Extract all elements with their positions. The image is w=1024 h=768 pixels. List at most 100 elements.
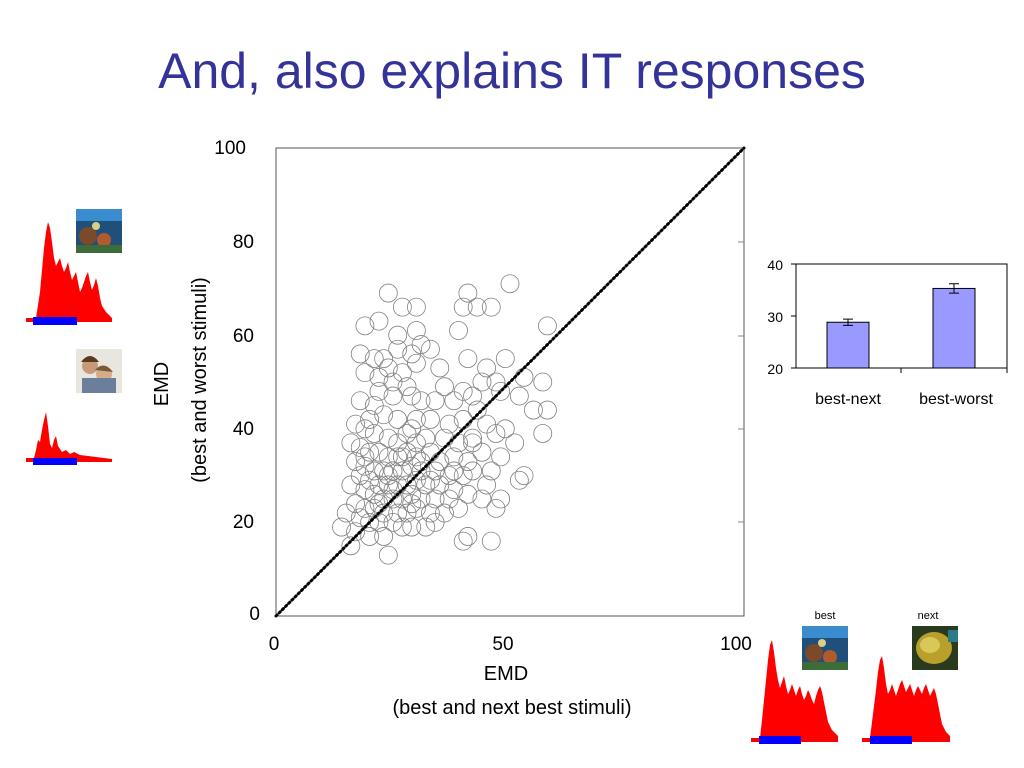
scatter-point bbox=[486, 424, 506, 443]
scatter-point bbox=[364, 424, 384, 443]
scatter-point bbox=[350, 391, 370, 411]
scatter-point bbox=[406, 410, 426, 429]
scatter-point bbox=[514, 466, 534, 486]
scatter-point bbox=[383, 386, 403, 406]
histogram-red-trace bbox=[751, 640, 838, 742]
x-tick-label: 100 bbox=[720, 634, 752, 655]
scatter-point bbox=[463, 433, 482, 453]
scatter-point bbox=[374, 405, 394, 425]
error-bar bbox=[949, 283, 959, 294]
scatter-point bbox=[453, 531, 473, 551]
scatter-point bbox=[444, 480, 464, 500]
scatter-point bbox=[369, 367, 389, 387]
scatter-point bbox=[397, 442, 417, 462]
y-tick-label: 100 bbox=[214, 138, 246, 159]
scatter-point bbox=[364, 484, 384, 504]
scatter-point bbox=[402, 494, 422, 514]
scatter-point bbox=[421, 470, 440, 490]
scatter-point bbox=[383, 489, 403, 509]
y-tick-label: 60 bbox=[233, 326, 254, 347]
scatter-point bbox=[392, 447, 412, 467]
scatter-point bbox=[463, 428, 482, 448]
scatter-point bbox=[444, 391, 464, 411]
scatter-point bbox=[472, 372, 492, 392]
scatter-point bbox=[491, 489, 511, 509]
scatter-point bbox=[505, 433, 525, 453]
scatter-point bbox=[383, 461, 403, 481]
scatter-point bbox=[514, 367, 534, 387]
scatter-point bbox=[481, 297, 501, 317]
scatter-point bbox=[332, 517, 351, 537]
scatter-point bbox=[360, 470, 380, 490]
scatter-point bbox=[346, 414, 365, 434]
bar bbox=[826, 321, 870, 369]
scatter-point bbox=[538, 316, 557, 336]
scatter-point bbox=[509, 386, 529, 406]
scatter-point bbox=[533, 372, 553, 392]
scatter-point bbox=[402, 517, 422, 537]
scatter-point bbox=[402, 419, 422, 439]
scatter-point bbox=[397, 475, 417, 495]
scatter-point bbox=[449, 498, 468, 518]
scatter-point bbox=[360, 410, 380, 429]
scatter-point bbox=[360, 513, 380, 532]
bar bbox=[932, 287, 976, 369]
scatter-point bbox=[425, 391, 445, 411]
scatter-point bbox=[378, 475, 398, 495]
scatter-point bbox=[435, 377, 454, 397]
scatter-point bbox=[458, 527, 478, 546]
coral-reef-photo bbox=[802, 626, 848, 670]
scatter-point bbox=[458, 349, 478, 369]
scatter-point bbox=[388, 325, 408, 345]
bar-y-tick-label: 40 bbox=[767, 257, 783, 273]
stimulus-bar bbox=[33, 458, 77, 465]
scatter-point bbox=[397, 503, 417, 523]
scatter-point bbox=[444, 447, 464, 467]
scatter-point bbox=[449, 321, 468, 340]
scatter-point bbox=[392, 517, 412, 537]
scatter-point bbox=[458, 484, 478, 504]
scatter-point bbox=[402, 344, 422, 364]
scatter-point bbox=[378, 545, 398, 565]
scatter-point bbox=[397, 424, 417, 443]
scatter-point bbox=[341, 536, 361, 556]
scatter-point bbox=[378, 283, 398, 303]
scatter-point bbox=[360, 527, 380, 546]
scatter-point bbox=[495, 349, 515, 369]
scatter-point bbox=[383, 372, 403, 392]
scatter-point bbox=[458, 452, 478, 471]
scatter-point bbox=[350, 438, 370, 457]
scatter-point bbox=[477, 414, 497, 434]
bar-chart: 40 30 20 best-next best-worst bbox=[767, 257, 1008, 408]
scatter-point bbox=[402, 386, 422, 406]
scatter-point bbox=[374, 461, 394, 481]
bar-category-label: best-worst bbox=[919, 391, 993, 408]
scatter-point bbox=[524, 400, 543, 420]
scatter-point bbox=[388, 503, 408, 523]
scatter-point bbox=[491, 381, 511, 401]
x-tick-label: 50 bbox=[492, 634, 513, 655]
yellow-fish-photo bbox=[912, 626, 958, 670]
scatter-point bbox=[425, 513, 445, 532]
scatter-point bbox=[397, 377, 417, 397]
scatter-point bbox=[481, 461, 501, 481]
scatter-point bbox=[453, 381, 473, 401]
scatter-point bbox=[416, 475, 436, 495]
scatter-point bbox=[355, 480, 375, 500]
y-tick-label: 0 bbox=[249, 604, 260, 625]
scatter-point bbox=[378, 447, 398, 467]
scatter-point bbox=[416, 428, 436, 448]
histogram-red-trace bbox=[26, 412, 112, 462]
scatter-point bbox=[392, 461, 412, 481]
scatter-point bbox=[341, 475, 361, 495]
left-histogram-best bbox=[26, 222, 112, 325]
scatter-point bbox=[369, 381, 389, 401]
scatter-point bbox=[388, 447, 408, 467]
scatter-point bbox=[416, 517, 436, 537]
bar-y-tick-label: 30 bbox=[767, 309, 783, 325]
scatter-point bbox=[355, 498, 375, 518]
scatter-point bbox=[341, 433, 361, 453]
scatter-point bbox=[383, 513, 403, 532]
scatter-point bbox=[533, 424, 553, 443]
stimulus-bar bbox=[759, 736, 801, 744]
